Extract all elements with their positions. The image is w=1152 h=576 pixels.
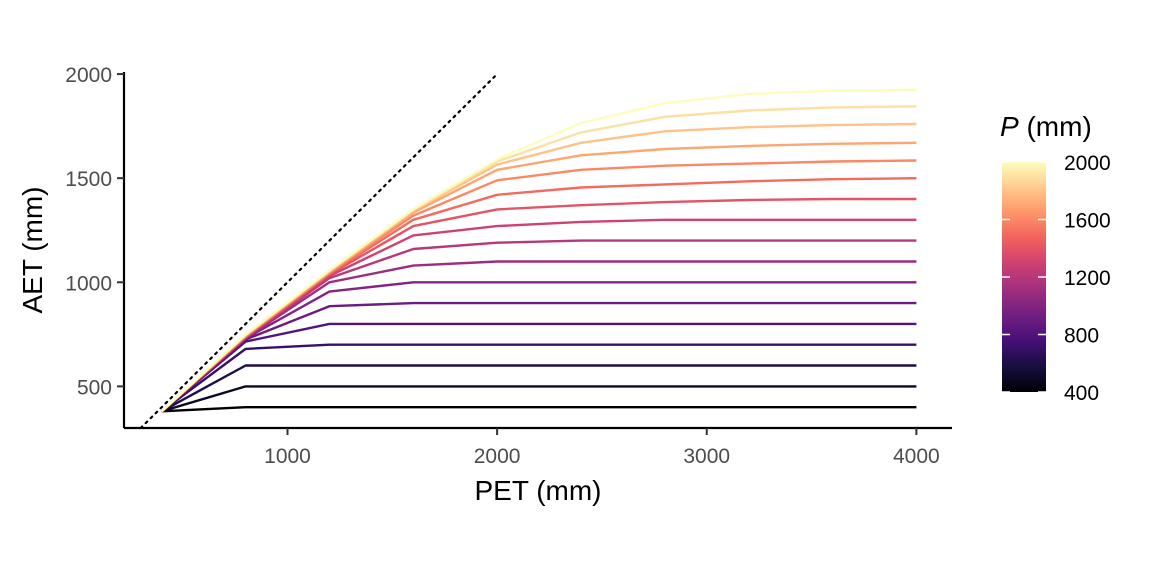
series-line-p-600 — [161, 364, 917, 413]
series-line-p-700 — [160, 343, 917, 413]
series-line-p-1700 — [160, 141, 917, 413]
series-line-p-1800 — [160, 122, 917, 413]
y-tick-label: 500 — [77, 376, 112, 399]
legend-title: P (mm) — [1000, 111, 1092, 142]
series-line-p-1000 — [160, 281, 917, 413]
plot-area — [139, 72, 917, 430]
colorbar-label: 800 — [1064, 325, 1099, 348]
series-line-p-400 — [161, 406, 917, 413]
colorbar-label: 400 — [1064, 382, 1099, 405]
y-tick-label: 1000 — [65, 272, 112, 295]
series-line-p-900 — [160, 301, 917, 413]
one-to-one-reference-line — [139, 72, 499, 430]
x-axis-title: PET (mm) — [474, 475, 601, 506]
series-line-p-800 — [160, 322, 917, 413]
x-tick-label: 2000 — [474, 445, 521, 468]
colorbar-label: 1600 — [1064, 210, 1111, 233]
y-axis-title: AET (mm) — [17, 186, 48, 313]
legend-title-unit: (mm) — [1019, 111, 1092, 142]
colorbar-label: 2000 — [1064, 152, 1111, 175]
y-axis-ticks: 500 1000 1500 2000 — [65, 64, 124, 399]
x-tick-label: 3000 — [683, 445, 730, 468]
series-line-p-1100 — [160, 260, 917, 413]
colorbar-ticks: 2000 1600 1200 800 400 — [1002, 152, 1111, 405]
legend-title-symbol: P — [1000, 111, 1019, 142]
color-legend: P (mm) 2000 1600 1200 800 400 — [1000, 111, 1111, 405]
colorbar-label: 1200 — [1064, 267, 1111, 290]
series-line-p-500 — [161, 385, 917, 413]
series-line-p-1600 — [160, 159, 917, 413]
series-line-p-1400 — [160, 197, 917, 413]
x-tick-label: 4000 — [893, 445, 940, 468]
x-tick-label: 1000 — [264, 445, 311, 468]
y-tick-label: 2000 — [65, 64, 112, 87]
x-axis-ticks: 1000 2000 3000 4000 — [264, 428, 940, 468]
series-lines — [160, 88, 917, 413]
y-tick-label: 1500 — [65, 168, 112, 191]
series-line-p-2000 — [160, 88, 917, 413]
